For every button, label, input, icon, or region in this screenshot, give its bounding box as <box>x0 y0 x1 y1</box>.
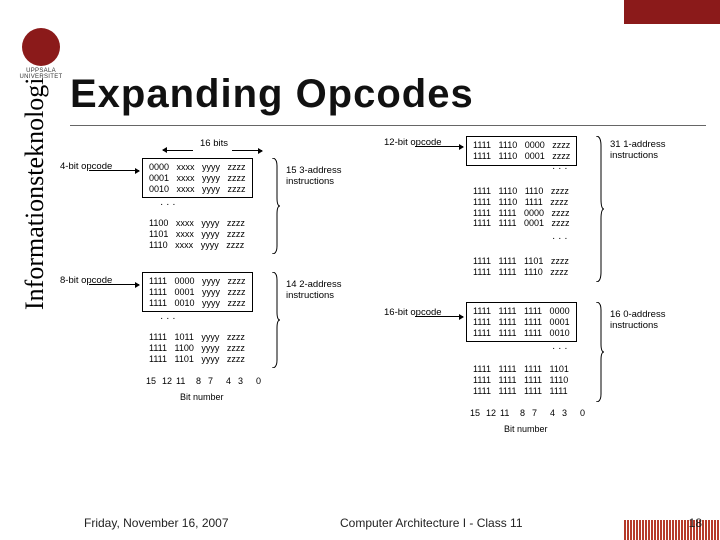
brand-stripe-top <box>624 0 720 24</box>
axis-tick: 3 <box>562 408 567 418</box>
label-8bit-opcode: 8-bit opcode <box>60 276 112 287</box>
axis-tick: 0 <box>580 408 585 418</box>
label-14-2addr: 14 2-address instructions <box>286 280 376 302</box>
brace-15-3addr <box>270 158 280 254</box>
axis-tick: 4 <box>550 408 555 418</box>
brand-stripe-bottom <box>624 520 720 540</box>
arrow-16bits-right <box>232 150 262 151</box>
axis-tick: 12 <box>162 376 172 386</box>
arrow-4bit <box>89 170 139 171</box>
footer-date: Friday, November 16, 2007 <box>84 516 229 530</box>
axis-tick: 11 <box>500 408 509 418</box>
codebox-12bit-top: 1111 1110 0000 zzzz 1111 1110 0001 zzzz <box>466 136 577 166</box>
logo-seal-icon <box>22 28 60 66</box>
label-31-1addr: 31 1-address instructions <box>610 140 710 162</box>
label-12bit-opcode: 12-bit opcode <box>384 138 442 149</box>
heading-16bits: 16 bits <box>200 138 228 149</box>
axis-tick: 4 <box>226 376 231 386</box>
axis-label-left: Bit number <box>180 392 224 402</box>
vdots-12bit-b: · · · <box>552 236 568 242</box>
codebox-8bit-top: 1111 0000 yyyy zzzz 1111 0001 yyyy zzzz … <box>142 272 253 312</box>
arrow-8bit <box>89 284 139 285</box>
codebox-4bit-top: 0000 xxxx yyyy zzzz 0001 xxxx yyyy zzzz … <box>142 158 253 198</box>
codebox-16bit-top: 1111 1111 1111 0000 1111 1111 1111 0001 … <box>466 302 577 342</box>
arrow-16bit <box>415 316 463 317</box>
label-16bit-opcode: 16-bit opcode <box>384 308 442 319</box>
brace-14-2addr <box>270 272 280 368</box>
sidebar-department-label: Informationsteknologi <box>20 77 50 310</box>
codebox-16bit-bot: 1111 1111 1111 1101 1111 1111 1111 1110 … <box>473 364 569 396</box>
codebox-4bit-bot: 1100 xxxx yyyy zzzz 1101 xxxx yyyy zzzz … <box>149 218 245 250</box>
vdots-16bit: · · · <box>552 346 568 352</box>
axis-tick: 0 <box>256 376 261 386</box>
opcode-diagram: 16 bits 4-bit opcode 0000 xxxx yyyy zzzz… <box>60 140 710 475</box>
vdots-4bit: · · · <box>160 202 176 208</box>
codebox-12bit-mid: 1111 1110 1110 zzzz 1111 1110 1111 zzzz … <box>473 186 570 229</box>
axis-tick: 7 <box>208 376 213 386</box>
label-16-0addr: 16 0-address instructions <box>610 310 710 332</box>
slide-title: Expanding Opcodes <box>70 72 474 117</box>
label-15-3addr: 15 3-address instructions <box>286 166 376 188</box>
brace-16-0addr <box>594 302 604 402</box>
footer-page-number: 18 <box>689 516 702 530</box>
brace-31-1addr <box>594 136 604 282</box>
axis-tick: 12 <box>486 408 496 418</box>
codebox-12bit-bot: 1111 1111 1101 zzzz 1111 1111 1110 zzzz <box>473 256 569 278</box>
university-logo: UPPSALA UNIVERSITET <box>18 28 64 74</box>
axis-tick: 7 <box>532 408 537 418</box>
arrow-12bit <box>415 146 463 147</box>
footer-course: Computer Architecture I - Class 11 <box>340 516 523 530</box>
label-4bit-opcode: 4-bit opcode <box>60 162 112 173</box>
vdots-8bit: · · · <box>160 316 176 322</box>
axis-tick: 15 <box>470 408 480 418</box>
axis-tick: 11 <box>176 376 185 386</box>
title-underline <box>70 125 706 126</box>
axis-tick: 8 <box>196 376 201 386</box>
axis-tick: 3 <box>238 376 243 386</box>
vdots-12bit-a: · · · <box>552 166 568 172</box>
arrow-16bits-left <box>163 150 193 151</box>
codebox-8bit-bot: 1111 1011 yyyy zzzz 1111 1100 yyyy zzzz … <box>149 332 245 364</box>
axis-label-right: Bit number <box>504 424 548 434</box>
axis-tick: 8 <box>520 408 525 418</box>
axis-tick: 15 <box>146 376 156 386</box>
